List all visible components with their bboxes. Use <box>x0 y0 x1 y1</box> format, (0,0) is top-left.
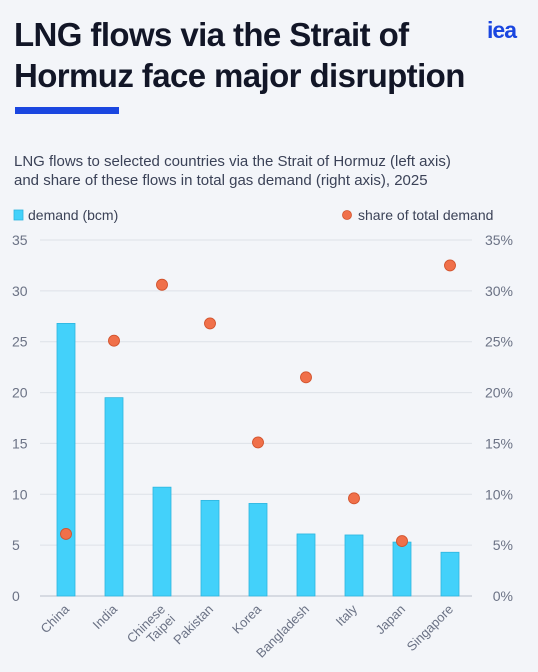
data-point <box>300 371 312 384</box>
x-tick-label: Singapore <box>404 602 457 655</box>
bar <box>200 499 220 597</box>
x-tick-label: Korea <box>229 601 265 637</box>
y-left-tick-label: 0 <box>12 588 20 604</box>
bar <box>296 533 316 597</box>
data-point <box>60 528 72 540</box>
x-tick-label: ChineseTaipei <box>124 601 178 655</box>
data-point <box>156 278 168 291</box>
bar <box>56 323 76 597</box>
data-point <box>348 492 360 505</box>
x-tick-label: Italy <box>333 601 361 629</box>
y-left-tick-label: 20 <box>12 385 28 401</box>
x-tick-label: China <box>37 601 72 636</box>
y-left-tick-label: 35 <box>12 232 28 248</box>
data-point <box>108 334 120 347</box>
x-tick-label-line: Pakistan <box>170 602 216 648</box>
accent-bar <box>15 107 119 114</box>
chart-headline: LNG flows via the Strait of Hormuz face … <box>14 14 484 96</box>
x-tick-label-line: Korea <box>229 601 265 637</box>
x-tick-label-line: Japan <box>372 602 408 638</box>
y-left-tick-label: 5 <box>12 537 20 553</box>
y-right-tick-label: 35% <box>485 232 513 248</box>
y-left-tick-label: 25 <box>12 334 28 350</box>
y-right-tick-label: 10% <box>485 486 513 502</box>
y-right-tick-label: 0% <box>493 588 513 604</box>
bar <box>392 541 412 597</box>
y-right-tick-label: 15% <box>485 435 513 451</box>
iea-logo: iea <box>487 17 517 43</box>
legend-bar-label: demand (bcm) <box>28 207 118 223</box>
headline-line-1: LNG flows via the Strait of <box>14 16 409 53</box>
y-right-tick-label: 25% <box>485 334 513 350</box>
x-tick-label: Pakistan <box>170 602 216 648</box>
x-tick-label-line: India <box>90 601 121 632</box>
bar <box>344 534 364 597</box>
bar <box>152 486 172 597</box>
data-point <box>444 259 456 272</box>
bar <box>248 503 268 597</box>
bar <box>104 397 124 597</box>
y-right-tick-label: 20% <box>485 385 513 401</box>
legend-dot-swatch <box>342 210 352 220</box>
x-tick-label: India <box>90 601 121 632</box>
headline-line-2: Hormuz face major disruption <box>14 57 465 94</box>
subtitle-line-1: LNG flows to selected countries via the … <box>14 153 451 170</box>
data-point <box>204 317 216 330</box>
bar <box>440 551 460 597</box>
legend-bar-swatch <box>13 209 24 221</box>
legend-dot-label: share of total demand <box>358 207 493 223</box>
y-right-tick-label: 5% <box>493 537 513 553</box>
y-right-tick-label: 30% <box>485 283 513 299</box>
x-tick-label-line: Singapore <box>404 602 457 655</box>
x-tick-label-line: China <box>37 601 72 636</box>
y-left-tick-label: 15 <box>12 435 28 451</box>
data-point <box>252 436 264 449</box>
subtitle-line-2: and share of these flows in total gas de… <box>14 172 428 189</box>
y-left-tick-label: 30 <box>12 283 28 299</box>
y-left-tick-label: 10 <box>12 486 28 502</box>
x-tick-label: Japan <box>372 602 408 638</box>
data-point <box>396 535 408 548</box>
x-tick-label-line: Italy <box>333 601 361 629</box>
chart-subtitle: LNG flows to selected countries via the … <box>14 152 524 190</box>
